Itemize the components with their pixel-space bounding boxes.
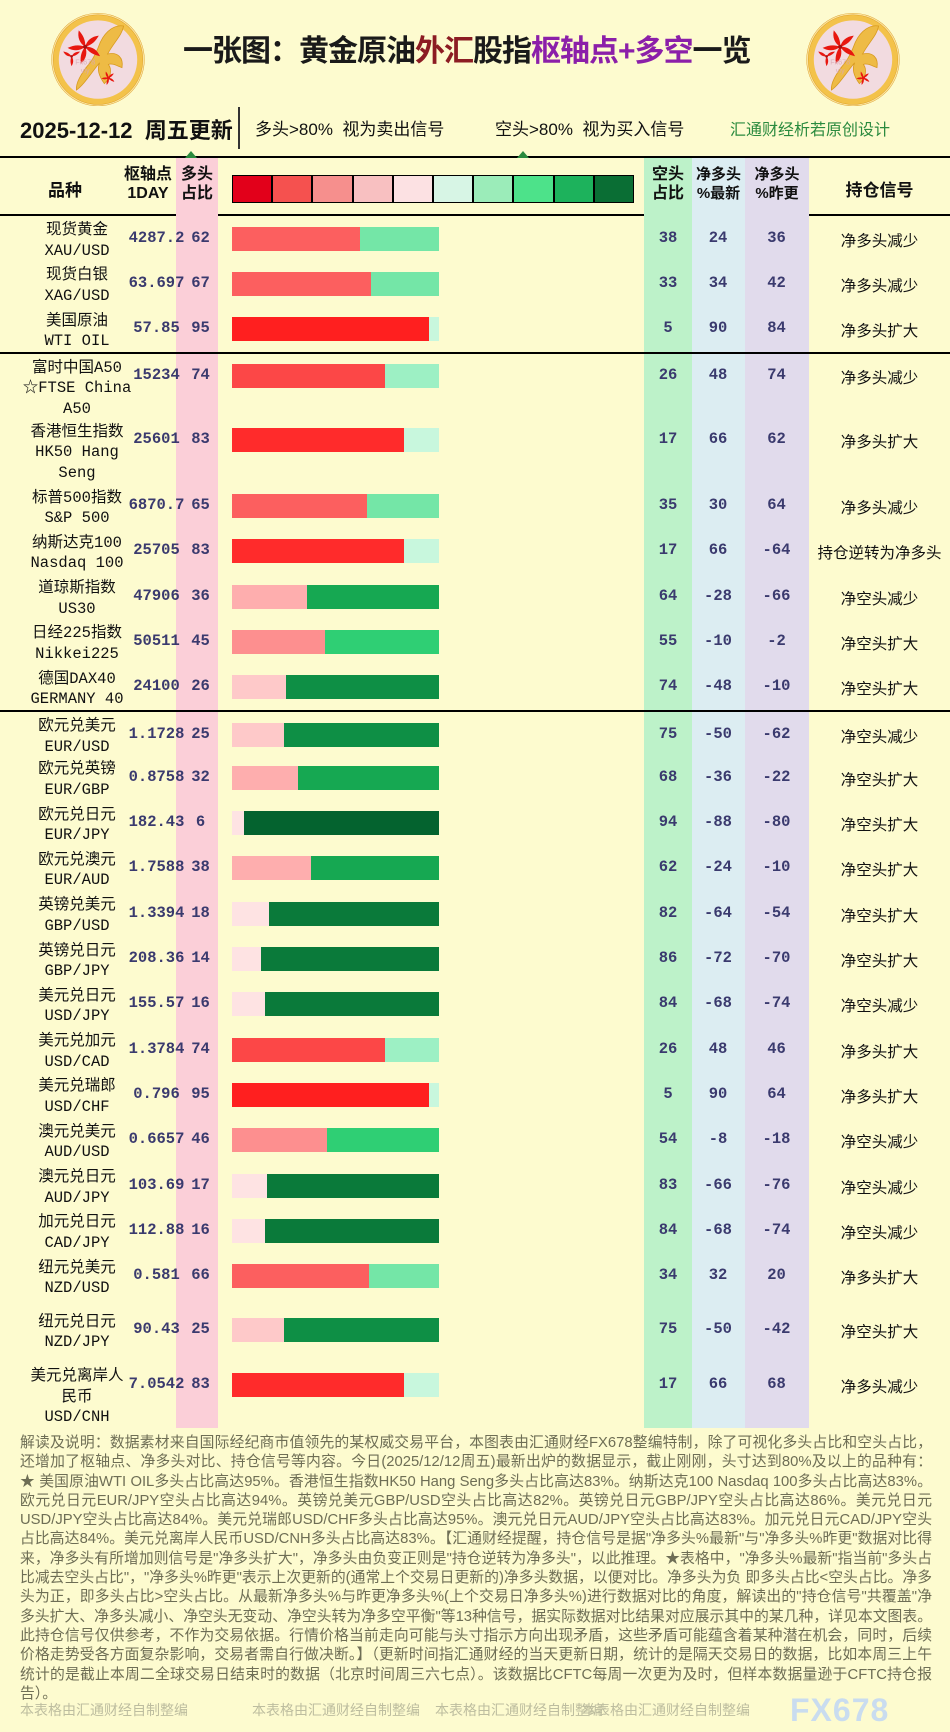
svg-text:Fx678: Fx678 xyxy=(830,57,850,66)
svg-text:vly: vly xyxy=(836,66,845,75)
svg-text:vly: vly xyxy=(81,66,90,75)
svg-text:Fx678: Fx678 xyxy=(75,57,95,66)
